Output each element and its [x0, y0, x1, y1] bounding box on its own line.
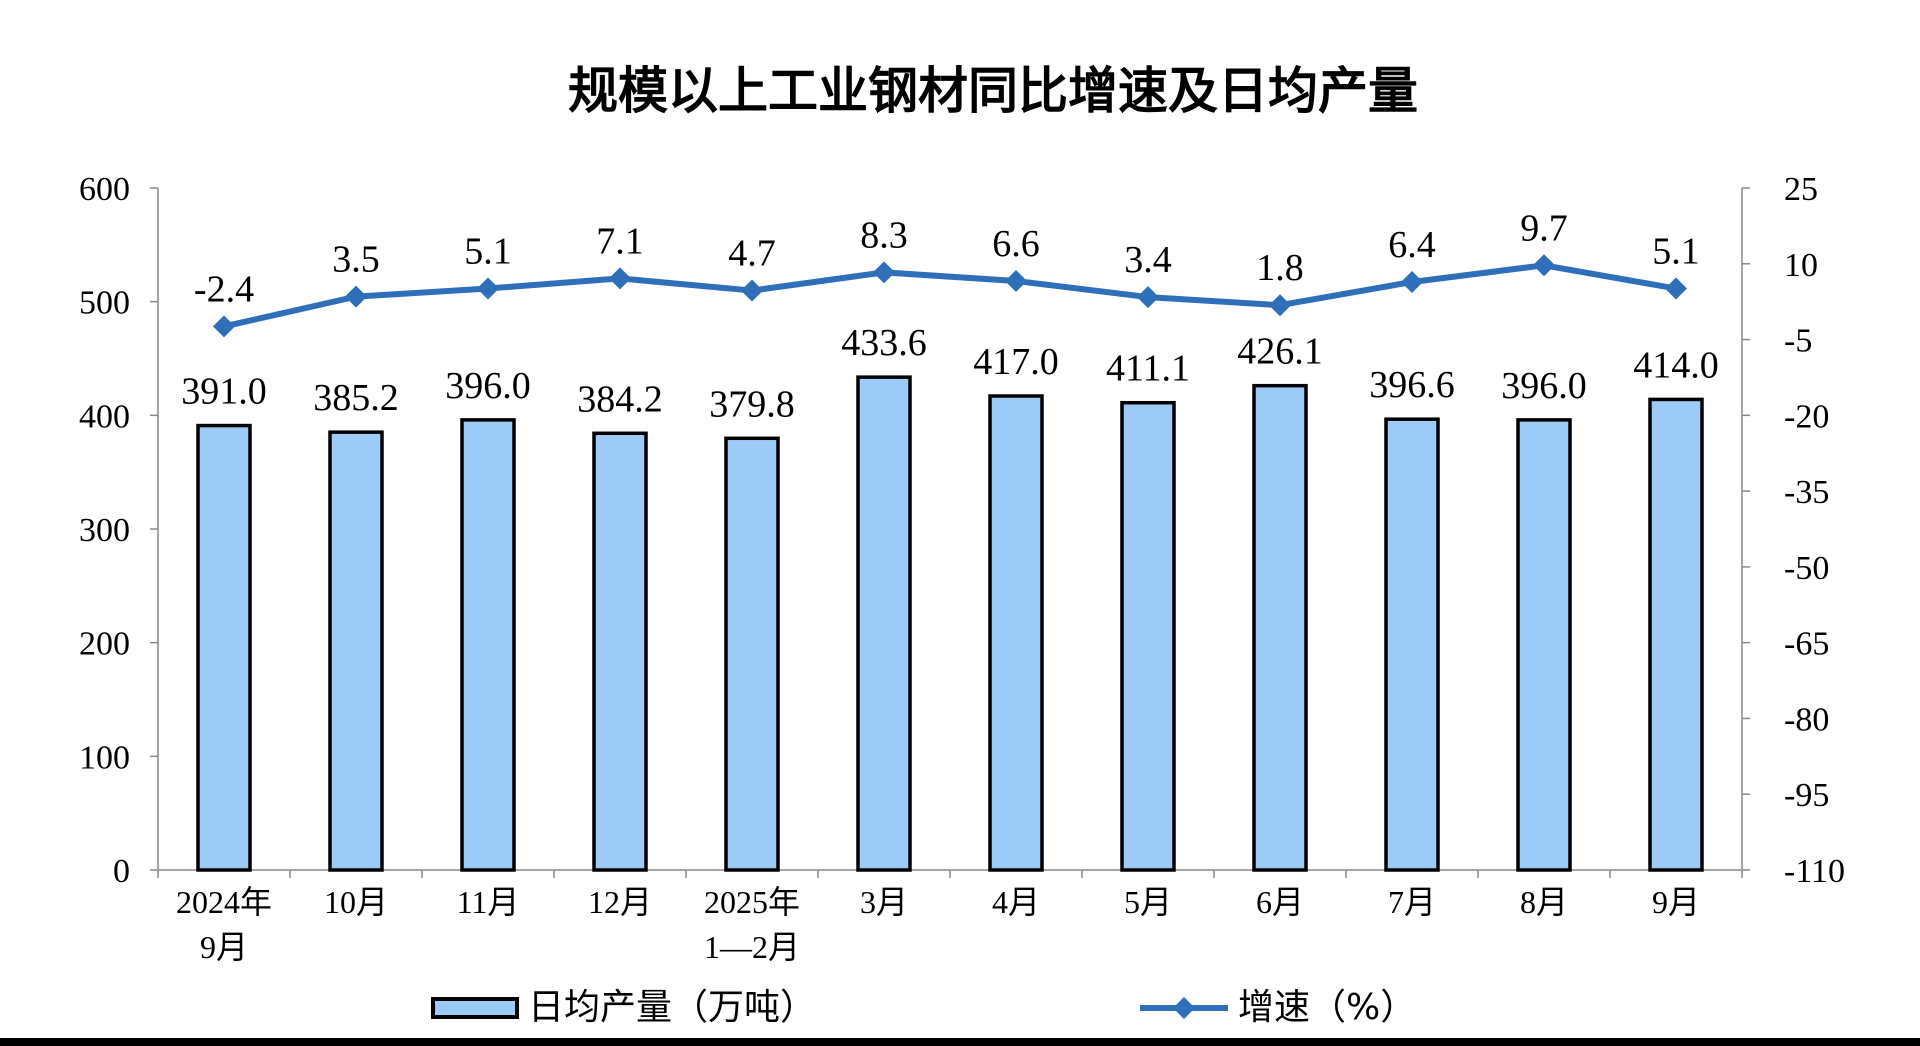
x-axis-label: 3月 [860, 884, 908, 920]
x-axis-label: 6月 [1256, 884, 1304, 920]
left-axis-tick-label: 300 [79, 512, 130, 549]
bar-value-label: 396.0 [445, 365, 531, 407]
right-axis-tick-label: 25 [1784, 171, 1818, 208]
bar-value-label: 414.0 [1633, 344, 1719, 386]
x-axis-labels: 2024年 9月 10月 11月 12月 2025年 1—2月 3月 4月 5月 6月 7月 8月 9月 [176, 884, 1700, 965]
line-value-label: 5.1 [464, 231, 512, 273]
bar [988, 394, 1044, 872]
bar-value-label: 396.6 [1369, 364, 1455, 406]
line-value-label: 1.8 [1256, 247, 1304, 289]
right-axis-tick-label: 10 [1784, 247, 1818, 284]
bar [724, 436, 780, 872]
left-axis-ticks: 0 100 200 300 400 500 600 [79, 171, 158, 890]
bar [1120, 400, 1176, 872]
left-axis-tick-label: 100 [79, 739, 130, 776]
right-axis-tick-label: -35 [1784, 474, 1829, 511]
line-series [213, 254, 1687, 338]
line-value-label: 5.1 [1652, 231, 1700, 273]
line-point [213, 315, 235, 338]
right-axis-tick-label: -20 [1784, 398, 1829, 435]
line-value-label: -2.4 [194, 268, 254, 310]
right-axis-tick-label: -110 [1784, 853, 1845, 890]
x-axis-label: 11月 [457, 884, 520, 920]
x-axis-label: 5月 [1124, 884, 1172, 920]
bar-value-label: 417.0 [973, 341, 1059, 383]
bar [856, 375, 912, 872]
growth-line [223, 262, 1677, 330]
line-value-labels: -2.4 3.5 5.1 7.1 4.7 8.3 6.6 3.4 1.8 6.4 9.7 5.1 [194, 207, 1700, 310]
left-axis-tick-label: 600 [79, 171, 130, 208]
line-point [1005, 269, 1027, 292]
x-axis-label-line2: 1—2月 [704, 929, 800, 965]
legend-line-label: 增速（%） [1238, 987, 1416, 1028]
line-point [1401, 270, 1423, 293]
x-axis-label-line2: 9月 [200, 929, 248, 965]
bar [1648, 397, 1704, 872]
left-axis-tick-label: 500 [79, 285, 130, 322]
line-point [1533, 254, 1555, 277]
bar-value-label: 391.0 [181, 371, 267, 413]
line-value-label: 4.7 [728, 233, 776, 275]
line-point [345, 285, 367, 308]
legend-line-marker [1173, 997, 1195, 1019]
line-point [609, 267, 631, 290]
x-axis-label: 10月 [324, 884, 388, 920]
line-value-label: 6.4 [1388, 224, 1436, 266]
bar-value-labels: 391.0 385.2 396.0 384.2 379.8 433.6 417.0 411.1… [181, 322, 1719, 425]
right-axis-ticks: -110 -95 -80 -65 -50 -35 -20 -5 10 25 [1742, 171, 1845, 890]
bar-value-label: 385.2 [313, 377, 399, 419]
bar-value-label: 384.2 [577, 378, 663, 420]
line-point [873, 261, 895, 284]
left-axis-tick-label: 400 [79, 398, 130, 435]
line-point [1269, 294, 1291, 317]
bar-value-label: 411.1 [1106, 348, 1190, 390]
left-axis-tick-label: 0 [113, 853, 130, 890]
line-point [1137, 286, 1159, 309]
legend-bar-label: 日均产量（万吨） [528, 987, 816, 1028]
legend-bar-swatch [431, 997, 519, 1019]
line-value-label: 8.3 [860, 214, 908, 256]
bottom-rule [0, 1038, 1920, 1046]
line-value-label: 3.5 [332, 239, 380, 281]
line-value-label: 7.1 [596, 220, 644, 262]
line-point [477, 277, 499, 300]
bar [1516, 418, 1572, 872]
bar [1252, 383, 1308, 872]
line-value-label: 9.7 [1520, 207, 1568, 249]
bar-value-label: 426.1 [1237, 331, 1323, 373]
bar [196, 423, 252, 872]
chart-title: 规模以上工业钢材同比增速及日均产量 [568, 62, 1418, 120]
x-axis-label: 12月 [588, 884, 652, 920]
bar-series [196, 375, 1704, 872]
left-axis-tick-label: 200 [79, 626, 130, 663]
x-axis-label: 7月 [1388, 884, 1436, 920]
bar [460, 418, 516, 872]
bar [328, 430, 384, 872]
bar-value-label: 396.0 [1501, 365, 1587, 407]
x-axis-label: 4月 [992, 884, 1040, 920]
x-axis-label: 2024年 [176, 884, 272, 920]
line-point [1665, 277, 1687, 300]
right-axis-tick-label: -80 [1784, 701, 1829, 738]
right-axis-tick-label: -5 [1784, 323, 1812, 360]
bar [592, 431, 648, 872]
line-value-label: 3.4 [1124, 239, 1172, 281]
x-axis-label: 8月 [1520, 884, 1568, 920]
right-axis-tick-label: -50 [1784, 550, 1829, 587]
bar [1384, 417, 1440, 872]
right-axis-tick-label: -95 [1784, 777, 1829, 814]
line-point [741, 279, 763, 302]
bar-value-label: 433.6 [841, 322, 927, 364]
bar-value-label: 379.8 [709, 383, 795, 425]
right-axis-tick-label: -65 [1784, 626, 1829, 663]
line-value-label: 6.6 [992, 223, 1040, 265]
legend: 日均产量（万吨） 增速（%） [431, 987, 1416, 1028]
x-axis-label: 9月 [1652, 884, 1700, 920]
x-axis-label: 2025年 [704, 884, 800, 920]
